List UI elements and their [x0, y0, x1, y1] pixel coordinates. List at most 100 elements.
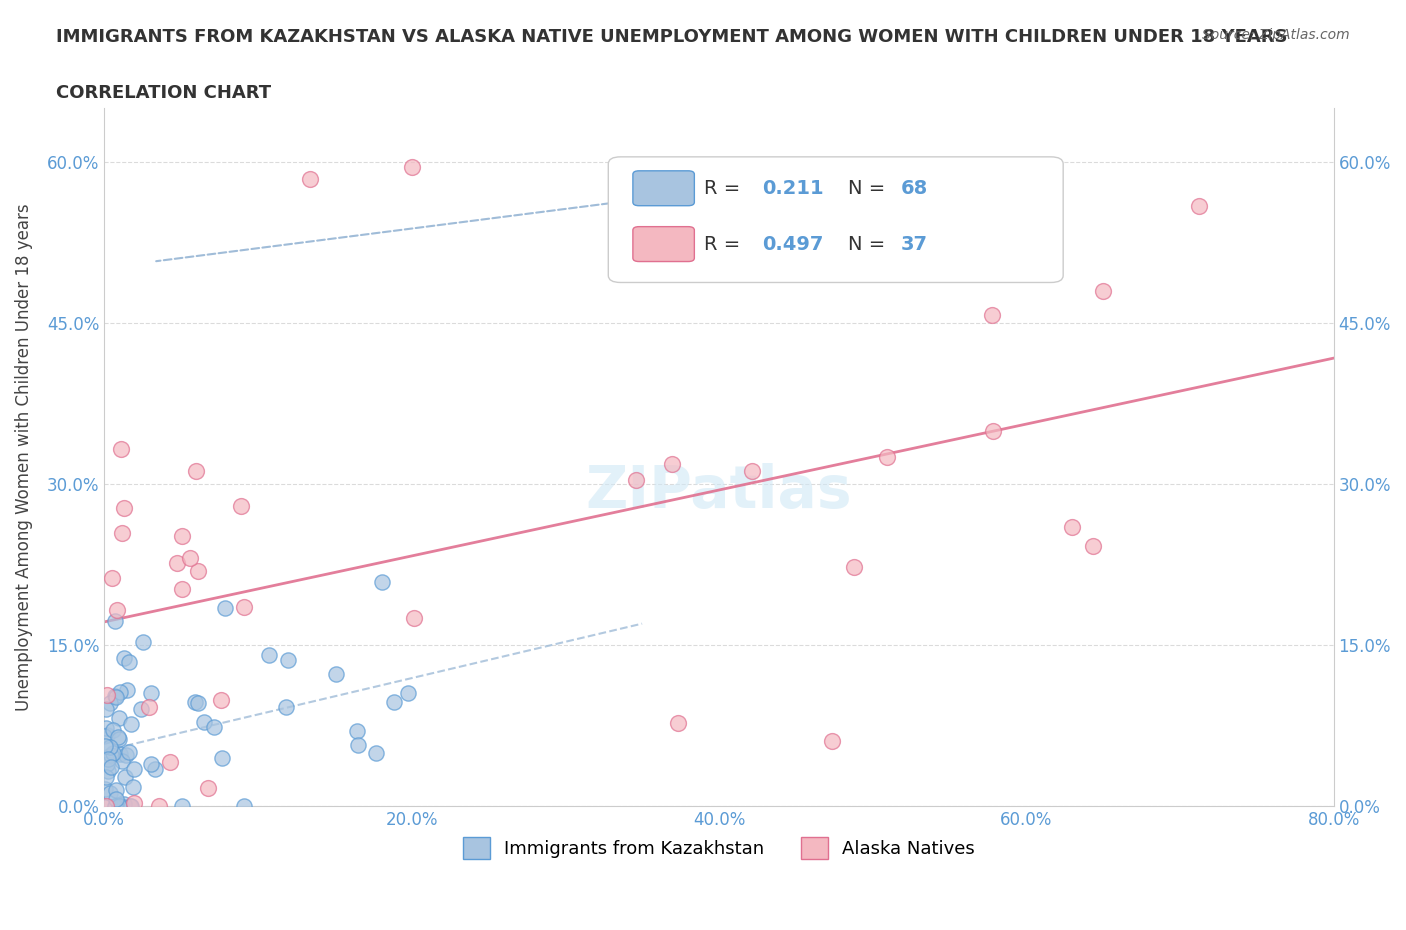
- Alaska Natives: [666, 715, 689, 730]
- Alaska Natives: [122, 795, 145, 810]
- Immigrants from Kazakhstan: [110, 799, 132, 814]
- Immigrants from Kazakhstan: [122, 779, 145, 794]
- Immigrants from Kazakhstan: [96, 727, 118, 742]
- Text: IMMIGRANTS FROM KAZAKHSTAN VS ALASKA NATIVE UNEMPLOYMENT AMONG WOMEN WITH CHILDR: IMMIGRANTS FROM KAZAKHSTAN VS ALASKA NAT…: [56, 28, 1288, 46]
- Text: 37: 37: [901, 234, 928, 254]
- FancyBboxPatch shape: [633, 171, 695, 206]
- Immigrants from Kazakhstan: [141, 686, 163, 701]
- Text: 0.497: 0.497: [762, 234, 824, 254]
- Immigrants from Kazakhstan: [94, 701, 117, 716]
- Immigrants from Kazakhstan: [98, 739, 121, 754]
- Immigrants from Kazakhstan: [118, 744, 141, 759]
- Immigrants from Kazakhstan: [108, 747, 131, 762]
- Alaska Natives: [844, 560, 866, 575]
- Alaska Natives: [184, 463, 207, 478]
- Immigrants from Kazakhstan: [105, 689, 128, 704]
- Alaska Natives: [1081, 538, 1104, 553]
- Alaska Natives: [159, 754, 181, 769]
- Alaska Natives: [101, 571, 124, 586]
- Immigrants from Kazakhstan: [371, 575, 394, 590]
- Immigrants from Kazakhstan: [233, 799, 256, 814]
- Immigrants from Kazakhstan: [100, 759, 122, 774]
- Immigrants from Kazakhstan: [396, 685, 419, 700]
- Immigrants from Kazakhstan: [257, 648, 280, 663]
- Immigrants from Kazakhstan: [104, 783, 127, 798]
- Immigrants from Kazakhstan: [97, 751, 120, 766]
- Immigrants from Kazakhstan: [118, 654, 141, 669]
- Alaska Natives: [1060, 520, 1083, 535]
- Immigrants from Kazakhstan: [118, 799, 141, 814]
- Alaska Natives: [983, 424, 1005, 439]
- Alaska Natives: [229, 498, 252, 513]
- Immigrants from Kazakhstan: [120, 716, 142, 731]
- Immigrants from Kazakhstan: [384, 695, 406, 710]
- Immigrants from Kazakhstan: [112, 797, 135, 812]
- Alaska Natives: [821, 734, 844, 749]
- Alaska Natives: [111, 525, 134, 540]
- FancyBboxPatch shape: [633, 227, 695, 261]
- Alaska Natives: [233, 600, 256, 615]
- Immigrants from Kazakhstan: [112, 650, 135, 665]
- Text: ZIPatlas: ZIPatlas: [586, 463, 852, 521]
- Immigrants from Kazakhstan: [202, 720, 225, 735]
- Alaska Natives: [741, 463, 763, 478]
- Immigrants from Kazakhstan: [131, 635, 153, 650]
- Immigrants from Kazakhstan: [96, 756, 118, 771]
- Alaska Natives: [179, 551, 201, 565]
- Alaska Natives: [299, 172, 322, 187]
- Immigrants from Kazakhstan: [94, 721, 117, 736]
- Immigrants from Kazakhstan: [120, 799, 142, 814]
- Immigrants from Kazakhstan: [108, 799, 131, 814]
- Immigrants from Kazakhstan: [105, 791, 128, 806]
- Immigrants from Kazakhstan: [93, 728, 115, 743]
- Immigrants from Kazakhstan: [108, 731, 131, 746]
- Alaska Natives: [170, 528, 193, 543]
- Immigrants from Kazakhstan: [325, 666, 347, 681]
- Immigrants from Kazakhstan: [105, 799, 128, 814]
- Alaska Natives: [110, 442, 132, 457]
- Alaska Natives: [197, 780, 219, 795]
- Immigrants from Kazakhstan: [211, 751, 233, 765]
- Immigrants from Kazakhstan: [94, 738, 117, 753]
- Alaska Natives: [876, 449, 898, 464]
- Immigrants from Kazakhstan: [93, 781, 115, 796]
- Immigrants from Kazakhstan: [193, 714, 215, 729]
- Text: R =: R =: [704, 179, 741, 198]
- Immigrants from Kazakhstan: [111, 753, 134, 768]
- Immigrants from Kazakhstan: [107, 730, 129, 745]
- Alaska Natives: [1188, 199, 1211, 214]
- Text: R =: R =: [704, 234, 741, 254]
- Alaska Natives: [96, 799, 118, 814]
- Immigrants from Kazakhstan: [114, 769, 136, 784]
- Immigrants from Kazakhstan: [346, 724, 368, 738]
- Immigrants from Kazakhstan: [122, 762, 145, 777]
- Immigrants from Kazakhstan: [101, 723, 124, 737]
- Alaska Natives: [187, 564, 209, 578]
- Text: N =: N =: [848, 234, 886, 254]
- Y-axis label: Unemployment Among Women with Children Under 18 years: Unemployment Among Women with Children U…: [15, 203, 32, 711]
- Immigrants from Kazakhstan: [110, 684, 132, 699]
- Immigrants from Kazakhstan: [187, 696, 209, 711]
- Immigrants from Kazakhstan: [97, 799, 120, 814]
- Text: 68: 68: [901, 179, 928, 198]
- Immigrants from Kazakhstan: [139, 756, 162, 771]
- Immigrants from Kazakhstan: [108, 711, 131, 725]
- Alaska Natives: [148, 799, 170, 814]
- Immigrants from Kazakhstan: [184, 695, 207, 710]
- Immigrants from Kazakhstan: [214, 601, 236, 616]
- Alaska Natives: [401, 160, 423, 175]
- FancyBboxPatch shape: [609, 157, 1063, 283]
- Immigrants from Kazakhstan: [100, 747, 122, 762]
- Text: N =: N =: [848, 179, 886, 198]
- Immigrants from Kazakhstan: [104, 688, 127, 703]
- Alaska Natives: [402, 611, 425, 626]
- Immigrants from Kazakhstan: [143, 762, 166, 777]
- Immigrants from Kazakhstan: [104, 614, 127, 629]
- Alaska Natives: [172, 581, 194, 596]
- Immigrants from Kazakhstan: [97, 764, 120, 778]
- Immigrants from Kazakhstan: [98, 786, 121, 801]
- Legend: Immigrants from Kazakhstan, Alaska Natives: Immigrants from Kazakhstan, Alaska Nativ…: [456, 830, 983, 867]
- Alaska Natives: [981, 307, 1004, 322]
- Alaska Natives: [112, 500, 135, 515]
- Immigrants from Kazakhstan: [103, 746, 125, 761]
